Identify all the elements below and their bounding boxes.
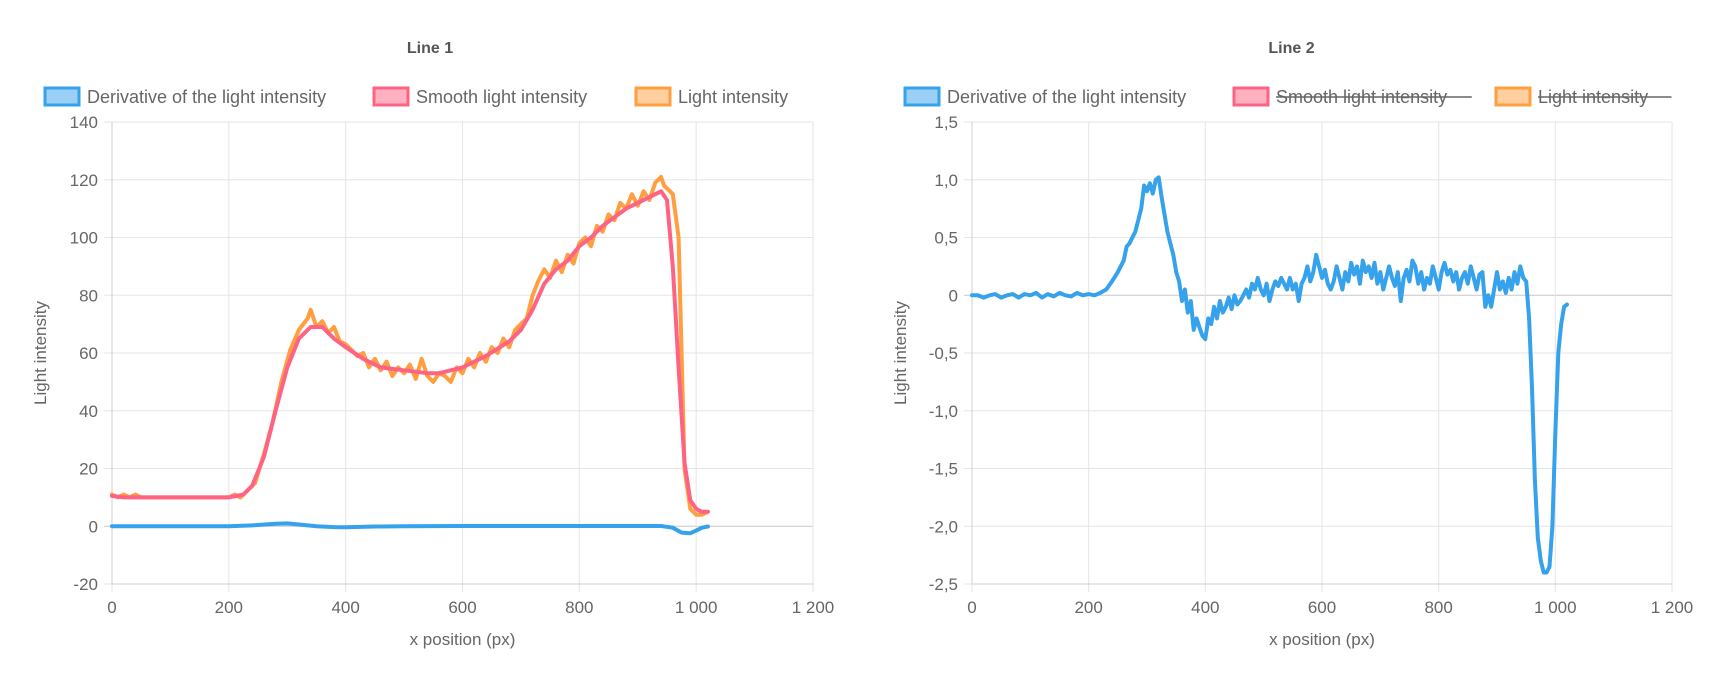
y-tick-label: 100 (70, 229, 98, 248)
x-tick-label: 400 (331, 598, 359, 617)
legend-item[interactable]: Derivative of the light intensity (43, 86, 326, 107)
y-tick-label: -2,5 (929, 575, 958, 594)
x-tick-label: 800 (565, 598, 593, 617)
y-tick-label: 20 (79, 460, 98, 479)
series-line-derivative-of-the-light-intensity (110, 521, 710, 536)
y-tick-label: 0,5 (934, 229, 958, 248)
series-line-derivative-of-the-light-intensity (970, 175, 1569, 575)
x-tick-label: 200 (1074, 598, 1102, 617)
x-axis-title: x position (px) (410, 630, 516, 649)
x-tick-label: 1 200 (792, 598, 835, 617)
legend-item[interactable]: Light intensity (1494, 86, 1672, 107)
legend-swatch (1494, 86, 1532, 107)
legend-item[interactable]: Smooth light intensity (1232, 86, 1472, 107)
legend-item[interactable]: Light intensity (634, 86, 788, 107)
x-tick-label: 0 (967, 598, 976, 617)
y-tick-label: 0 (89, 517, 98, 536)
legend-label: Derivative of the light intensity (87, 87, 326, 107)
y-tick-label: 120 (70, 171, 98, 190)
x-tick-label: 400 (1191, 598, 1219, 617)
y-tick-label: 140 (70, 113, 98, 132)
x-tick-label: 600 (1308, 598, 1336, 617)
y-tick-label: 80 (79, 286, 98, 305)
y-axis-title: Light intensity (891, 301, 910, 405)
x-tick-label: 0 (107, 598, 116, 617)
legend-swatch (43, 86, 81, 107)
y-tick-label: -1,5 (929, 460, 958, 479)
y-tick-label: -20 (73, 575, 98, 594)
chart-title: Line 2 (1268, 40, 1314, 57)
y-tick-label: -0,5 (929, 344, 958, 363)
legend-label: Derivative of the light intensity (947, 87, 1186, 107)
y-tick-label: 1,5 (934, 113, 958, 132)
y-tick-label: 1,0 (934, 171, 958, 190)
y-tick-label: -2,0 (929, 517, 958, 536)
x-tick-label: 1 000 (1534, 598, 1577, 617)
x-tick-label: 200 (215, 598, 243, 617)
legend-swatch (1232, 86, 1270, 107)
y-tick-label: 0 (949, 286, 958, 305)
y-axis-title: Light intensity (31, 301, 50, 405)
x-tick-label: 800 (1424, 598, 1452, 617)
legend-swatch (634, 86, 672, 107)
chart-line-1: Line 1 Derivative of the light intensity S… (31, 40, 835, 649)
x-axis-title: x position (px) (1269, 630, 1375, 649)
series-line-light-intensity (110, 174, 710, 517)
legend-item[interactable]: Smooth light intensity (372, 86, 587, 107)
legend-label: Light intensity (678, 87, 788, 107)
y-tick-label: 60 (79, 344, 98, 363)
legend-swatch (372, 86, 410, 107)
x-tick-label: 600 (448, 598, 476, 617)
x-tick-label: 1 200 (1651, 598, 1694, 617)
chart-line-2: Line 2 Derivative of the light intensity S… (891, 40, 1694, 649)
x-tick-label: 1 000 (675, 598, 718, 617)
legend-swatch (903, 86, 941, 107)
chart-title: Line 1 (407, 40, 453, 57)
series-line-smooth-light-intensity (110, 189, 710, 514)
legend-item[interactable]: Derivative of the light intensity (903, 86, 1186, 107)
y-tick-label: -1,0 (929, 402, 958, 421)
legend-label: Smooth light intensity (416, 87, 587, 107)
y-tick-label: 40 (79, 402, 98, 421)
